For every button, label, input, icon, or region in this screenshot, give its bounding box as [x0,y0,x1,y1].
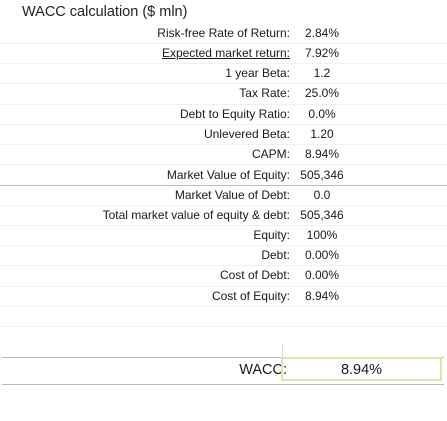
row-label: Unlevered Beta: [203,127,290,141]
row-value[interactable]: 0.0 [313,188,331,202]
grid-line [0,104,447,105]
row-label: Debt to Equity Ratio: [179,107,290,121]
row-label: Debt: [261,248,290,262]
wacc-result-band [2,357,444,385]
row-value[interactable]: 7.92% [304,46,340,60]
table-row: Debt to Equity Ratio: 0.0% [0,105,447,123]
grid-line [0,326,447,327]
row-label: CAPM: [251,147,290,161]
row-value[interactable]: 2.84% [304,26,340,40]
table-row: Debt: 0.00% [0,246,447,264]
table-row: Risk-free Rate of Return: 2.84% [0,24,447,42]
column-divider [282,345,283,357]
table-row: Tax Rate: 25.0% [0,84,447,102]
row-value[interactable]: 505,346 [300,208,344,222]
grid-line [0,83,447,84]
grid-line [0,205,447,206]
row-label: Tax Rate: [239,86,290,100]
row-label: Total market value of equity & debt: [102,208,290,222]
row-value[interactable]: 8.94% [304,147,340,161]
row-value[interactable]: 100% [306,228,338,242]
table-row: CAPM: 8.94% [0,145,447,163]
row-label: Expected market return: [161,46,290,60]
row-label: Cost of Equity: [211,289,290,303]
row-value[interactable]: 0.00% [304,248,340,262]
table-row: Cost of Debt: 0.00% [0,266,447,284]
section-divider [0,185,447,186]
table-row: Market Value of Debt: 0.0 [0,186,447,204]
wacc-label: WACC: [239,362,287,378]
grid-line [0,286,447,287]
wacc-value[interactable]: 8.94% [340,362,383,378]
grid-line [0,124,447,125]
row-value[interactable]: 1.2 [313,66,331,80]
row-label: 1 year Beta: [225,66,290,80]
row-value[interactable]: 1.20 [310,127,334,141]
row-label: Equity: [253,228,290,242]
grid-line [0,164,447,165]
grid-line [0,43,447,44]
row-value[interactable]: 8.94% [304,289,340,303]
grid-line [0,265,447,266]
table-row: Total market value of equity & debt: 505… [0,206,447,224]
table-row: Market Value of Equity: 505,346 [0,166,447,184]
table-row: Expected market return: 7.92% [0,44,447,62]
table-row: Unlevered Beta: 1.20 [0,125,447,143]
table-row: Equity: 100% [0,226,447,244]
grid-line [0,144,447,145]
row-label: Market Value of Debt: [174,188,290,202]
row-label: Cost of Debt: [219,268,290,282]
row-value[interactable]: 0.00% [304,268,340,282]
grid-line [0,245,447,246]
row-label: Market Value of Equity: [166,168,290,182]
wacc-selected-cell[interactable] [281,357,442,381]
row-label: Risk-free Rate of Return: [157,26,290,40]
row-value[interactable]: 0.0% [308,107,336,121]
grid-line [0,63,447,64]
page-title: WACC calculation ($ mln) [22,4,188,20]
grid-line [0,225,447,226]
row-value[interactable]: 25.0% [304,86,340,100]
table-row: 1 year Beta: 1.2 [0,64,447,82]
grid-line [0,306,447,307]
table-row: Cost of Equity: 8.94% [0,287,447,305]
row-value[interactable]: 505,346 [300,168,344,182]
